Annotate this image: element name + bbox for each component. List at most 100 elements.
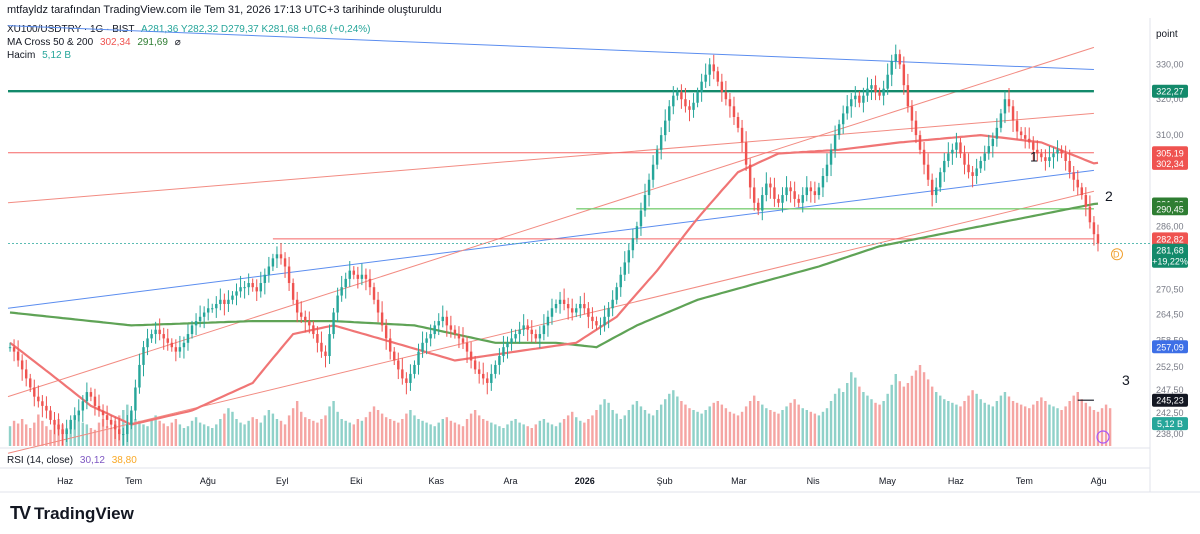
ma-legend[interactable]: MA Cross 50 & 200 302,34 291,69 ⌀ bbox=[7, 37, 181, 48]
candle-body bbox=[874, 85, 877, 93]
candle-body bbox=[425, 338, 428, 343]
candle-body bbox=[61, 429, 64, 435]
candle-body bbox=[477, 369, 481, 374]
ma-slow-value: 291,69 bbox=[137, 37, 168, 48]
volume-bar bbox=[186, 426, 190, 446]
volume-bar bbox=[846, 383, 849, 446]
candle-body bbox=[769, 183, 772, 188]
candle-body bbox=[45, 405, 48, 411]
price-tick-label: 270,50 bbox=[1156, 284, 1184, 294]
volume-bar bbox=[639, 406, 643, 446]
candle-body bbox=[8, 347, 12, 349]
volume-bar bbox=[267, 410, 271, 446]
volume-bar bbox=[122, 410, 125, 446]
candle-body bbox=[894, 54, 897, 61]
volume-bar bbox=[174, 419, 178, 446]
candle-body bbox=[340, 287, 343, 296]
candle-body bbox=[761, 195, 764, 211]
candle-body bbox=[797, 198, 800, 203]
candle-body bbox=[198, 316, 202, 322]
time-tick-label: May bbox=[879, 476, 897, 486]
candle-body bbox=[243, 287, 246, 289]
volume-bar bbox=[700, 413, 703, 446]
time-axis[interactable]: Haz Tem Ağu Eyl Eki Kas Ara 2026 Şub Mar Nis May Haz… bbox=[57, 476, 1107, 486]
volume-bar bbox=[477, 415, 481, 446]
candle-body bbox=[336, 295, 339, 313]
candle-body bbox=[922, 149, 926, 165]
volume-bar bbox=[275, 419, 279, 446]
volume-bar bbox=[101, 419, 105, 446]
candle-body bbox=[951, 149, 954, 154]
volume-bar bbox=[854, 377, 857, 446]
volume-bar bbox=[538, 420, 542, 446]
candle-body bbox=[134, 387, 137, 411]
candle-body bbox=[1015, 120, 1019, 132]
volume-bar bbox=[397, 422, 400, 446]
candle-body bbox=[878, 92, 881, 96]
volume-bar bbox=[1060, 410, 1063, 446]
candle-body bbox=[174, 347, 178, 352]
candle-body bbox=[24, 369, 28, 379]
candle-body bbox=[546, 316, 550, 326]
volume-bar bbox=[1019, 404, 1023, 446]
candle-body bbox=[1019, 131, 1023, 136]
volume-bar bbox=[1096, 411, 1100, 446]
volume-bar bbox=[348, 422, 351, 446]
candle-body bbox=[599, 325, 602, 327]
annotations: 1 2 3 D bbox=[1030, 149, 1130, 444]
volume-bar bbox=[340, 419, 343, 446]
price-badge bbox=[1152, 156, 1188, 170]
volume-bar bbox=[445, 417, 449, 446]
candle-body bbox=[1032, 142, 1035, 150]
candle-body bbox=[235, 291, 238, 296]
price-tick-label: 252,50 bbox=[1156, 362, 1184, 372]
candle-body bbox=[166, 338, 169, 343]
candle-body bbox=[542, 325, 546, 335]
volume-bar bbox=[61, 424, 64, 446]
volume-bar bbox=[130, 413, 133, 446]
candle-body bbox=[963, 153, 966, 165]
volume-bar bbox=[93, 429, 97, 446]
volume-bar bbox=[37, 414, 40, 446]
candle-body bbox=[631, 238, 635, 251]
candle-body bbox=[672, 95, 675, 107]
volume-bar bbox=[955, 404, 958, 446]
volume-bar bbox=[457, 424, 461, 446]
candle-body bbox=[146, 338, 149, 348]
volume-bar bbox=[356, 419, 360, 446]
volume-bar bbox=[526, 426, 529, 446]
volume-bar bbox=[910, 375, 914, 446]
volume-bar bbox=[336, 411, 339, 446]
candle-body bbox=[575, 308, 578, 313]
time-tick-label: Eki bbox=[350, 476, 363, 486]
ma-hidden-icon[interactable]: ⌀ bbox=[174, 37, 181, 48]
candle-body bbox=[77, 410, 80, 416]
symbol-legend[interactable]: XU100/USDTRY · 1G · BIST A281,36 Y282,32… bbox=[7, 24, 371, 35]
tradingview-brand[interactable]: TV TradingView bbox=[10, 503, 134, 524]
candle-body bbox=[12, 347, 16, 352]
volume-legend[interactable]: Hacim 5,12 B bbox=[7, 50, 71, 61]
candle-body bbox=[664, 120, 667, 136]
volume-bar bbox=[271, 413, 275, 446]
volume-bar bbox=[215, 424, 218, 446]
candle-body bbox=[801, 195, 804, 203]
candle-body bbox=[696, 92, 699, 103]
time-tick-label: Tem bbox=[125, 476, 142, 486]
volume-bar bbox=[295, 401, 299, 446]
volume-bar bbox=[688, 408, 691, 446]
candle-body bbox=[659, 135, 663, 150]
dividend-marker-circle bbox=[1111, 248, 1123, 261]
candle-body bbox=[186, 334, 190, 343]
price-axis[interactable]: 238,00 242,50 247,50 252,50 258,50 264,50 270,… bbox=[1156, 59, 1184, 439]
price-badge-label: 282,82 bbox=[1156, 234, 1184, 244]
volume-bar bbox=[312, 420, 315, 446]
candle-body bbox=[291, 283, 295, 300]
candle-body bbox=[833, 135, 837, 150]
candle-body bbox=[999, 113, 1003, 128]
price-badge bbox=[1152, 146, 1188, 160]
time-tick-label: Ara bbox=[503, 476, 517, 486]
candle-body bbox=[975, 168, 978, 176]
rsi-legend[interactable]: RSI (14, close) 30,12 38,80 bbox=[7, 455, 137, 466]
volume-bar bbox=[752, 395, 756, 446]
